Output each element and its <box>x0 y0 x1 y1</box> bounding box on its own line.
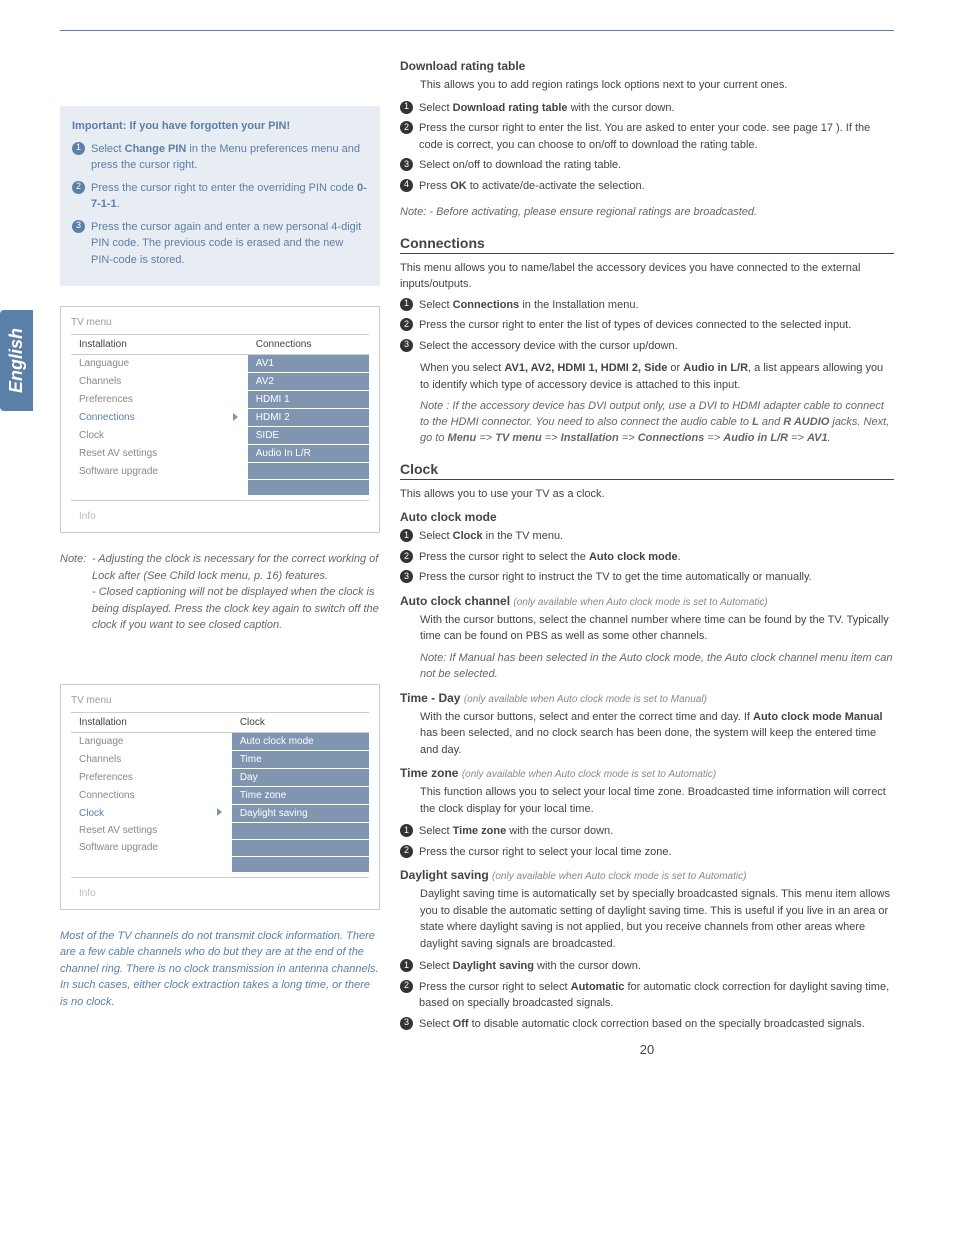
menu-right-item: Day <box>232 768 369 786</box>
clock-note-2: Most of the TV channels do not transmit … <box>60 928 380 1011</box>
daylight-heading: Daylight saving (only available when Aut… <box>400 868 894 882</box>
connections-para: When you select AV1, AV2, HDMI 1, HDMI 2… <box>400 360 894 393</box>
menu-left-item: Reset AV settings <box>71 822 216 839</box>
step-number-icon: 1 <box>400 529 413 542</box>
tv-menu-connections: TV menu Installation Connections Languagu… <box>60 306 380 533</box>
time-day-heading: Time - Day (only available when Auto clo… <box>400 691 894 705</box>
menu-left-item <box>71 856 216 872</box>
step-number-icon: 2 <box>400 121 413 134</box>
step-number-icon: 4 <box>400 179 413 192</box>
menu-right-item: Time zone <box>232 786 369 804</box>
instruction-step: 1Select Time zone with the cursor down. <box>400 823 894 840</box>
step-number-icon: 3 <box>400 158 413 171</box>
step-number-icon: 1 <box>400 101 413 114</box>
time-zone-body: This function allows you to select your … <box>400 784 894 817</box>
auto-clock-channel-body: With the cursor buttons, select the chan… <box>400 612 894 645</box>
instruction-step: 2Press the cursor right to enter the lis… <box>400 120 894 153</box>
menu-right-item: Daylight saving <box>232 804 369 822</box>
instruction-step: 1Select Connections in the Installation … <box>400 297 894 314</box>
pin-step: 2Press the cursor right to enter the ove… <box>72 180 368 213</box>
instruction-step: 2Press the cursor right to select your l… <box>400 844 894 861</box>
step-number-icon: 1 <box>400 298 413 311</box>
auto-clock-channel-heading: Auto clock channel (only available when … <box>400 594 894 608</box>
time-zone-heading: Time zone (only available when Auto cloc… <box>400 766 894 780</box>
instruction-step: 2Press the cursor right to select the Au… <box>400 549 894 566</box>
download-note: Note: - Before activating, please ensure… <box>400 204 894 221</box>
step-number-icon: 3 <box>400 1017 413 1030</box>
instruction-step: 4Press OK to activate/de-activate the se… <box>400 178 894 195</box>
instruction-step: 1Select Daylight saving with the cursor … <box>400 958 894 975</box>
step-number-icon: 2 <box>400 550 413 563</box>
menu-left-item: Connections <box>71 409 232 427</box>
daylight-body: Daylight saving time is automatically se… <box>400 886 894 952</box>
menu-left-item: Clock <box>71 804 216 822</box>
menu-left-item: Connections <box>71 786 216 804</box>
instruction-step: 3Select on/off to download the rating ta… <box>400 157 894 174</box>
menu-right-item: HDMI 1 <box>248 391 369 409</box>
menu-right-item: AV2 <box>248 373 369 391</box>
time-day-body: With the cursor buttons, select and ente… <box>400 709 894 759</box>
menu-info: Info <box>71 877 369 909</box>
clock-heading: Clock <box>400 461 894 480</box>
menu-right-item: Audio In L/R <box>248 445 369 463</box>
tv-menu-clock: TV menu Installation Clock Language Auto c… <box>60 684 380 910</box>
download-intro: This allows you to add region ratings lo… <box>400 77 894 94</box>
instruction-step: 1Select Clock in the TV menu. <box>400 528 894 545</box>
menu-left-item: Channels <box>71 750 216 768</box>
step-number-icon: 3 <box>400 339 413 352</box>
instruction-step: 3Select the accessory device with the cu… <box>400 338 894 355</box>
menu-left-item: Clock <box>71 427 232 445</box>
page-number: 20 <box>400 1042 894 1057</box>
auto-clock-mode-heading: Auto clock mode <box>400 510 894 524</box>
step-number-icon: 3 <box>72 220 85 233</box>
menu-right-item: HDMI 2 <box>248 409 369 427</box>
menu-left-item: Preferences <box>71 391 232 409</box>
language-tab: English <box>0 310 33 411</box>
menu-left-item: Languague <box>71 355 232 373</box>
step-number-icon: 1 <box>400 959 413 972</box>
pin-step: 1Select Change PIN in the Menu preferenc… <box>72 141 368 174</box>
auto-clock-channel-note: Note: If Manual has been selected in the… <box>400 651 894 683</box>
download-heading: Download rating table <box>400 59 894 73</box>
clock-note-1: Note: - Adjusting the clock is necessary… <box>60 551 380 634</box>
menu-info: Info <box>71 500 369 532</box>
menu-left-item: Reset AV settings <box>71 445 232 463</box>
menu-left-item: Software upgrade <box>71 839 216 856</box>
menu-left-item: Channels <box>71 373 232 391</box>
menu-right-header: Clock <box>232 712 369 732</box>
menu-right-item: Auto clock mode <box>232 732 369 750</box>
instruction-step: 2Press the cursor right to select Automa… <box>400 979 894 1012</box>
menu-right-header: Connections <box>248 335 369 355</box>
step-number-icon: 2 <box>400 980 413 993</box>
step-number-icon: 1 <box>400 824 413 837</box>
connections-intro: This menu allows you to name/label the a… <box>400 260 894 293</box>
instruction-step: 2Press the cursor right to enter the lis… <box>400 317 894 334</box>
connections-heading: Connections <box>400 235 894 254</box>
instruction-step: 3Press the cursor right to instruct the … <box>400 569 894 586</box>
menu-left-item: Preferences <box>71 768 216 786</box>
menu-right-item: AV1 <box>248 355 369 373</box>
step-number-icon: 3 <box>400 570 413 583</box>
connections-note: Note : If the accessory device has DVI o… <box>400 399 894 447</box>
clock-intro: This allows you to use your TV as a cloc… <box>400 486 894 503</box>
pin-reset-box: Important: If you have forgotten your PI… <box>60 106 380 286</box>
instruction-step: 1Select Download rating table with the c… <box>400 100 894 117</box>
menu-left-item: Software upgrade <box>71 463 232 480</box>
step-number-icon: 1 <box>72 142 85 155</box>
menu-left-header: Installation <box>71 335 232 355</box>
menu-title: TV menu <box>71 317 369 328</box>
pin-step: 3Press the cursor again and enter a new … <box>72 219 368 269</box>
top-divider <box>60 30 894 31</box>
menu-right-item: Time <box>232 750 369 768</box>
step-number-icon: 2 <box>72 181 85 194</box>
step-number-icon: 2 <box>400 845 413 858</box>
menu-right-item: SIDE <box>248 427 369 445</box>
menu-left-item: Language <box>71 732 216 750</box>
step-number-icon: 2 <box>400 318 413 331</box>
menu-title: TV menu <box>71 695 369 706</box>
menu-left-header: Installation <box>71 712 216 732</box>
menu-left-item <box>71 480 232 496</box>
pin-box-title: Important: If you have forgotten your PI… <box>72 118 368 135</box>
instruction-step: 3Select Off to disable automatic clock c… <box>400 1016 894 1033</box>
